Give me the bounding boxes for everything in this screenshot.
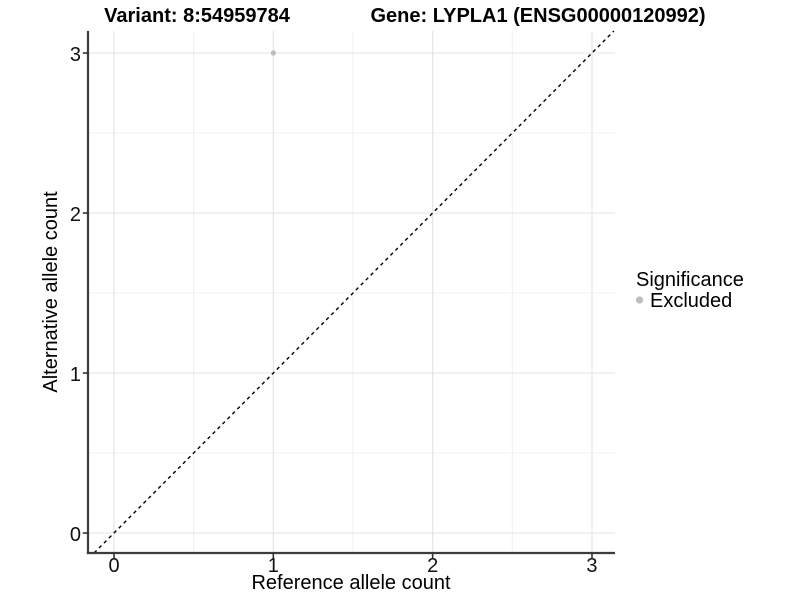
y-axis-title: Alternative allele count: [40, 191, 62, 393]
x-tick-label: 3: [586, 555, 597, 577]
y-tick-label: 1: [70, 364, 81, 386]
axis-lines: [86, 31, 615, 555]
data-point: [270, 50, 276, 56]
identity-reference-line: [93, 30, 615, 554]
gridlines-minor: [88, 31, 615, 553]
legend: Significance Excluded: [635, 269, 744, 312]
x-tick-label: 2: [427, 555, 438, 577]
x-axis-tick-labels: 0 1 2 3: [108, 555, 597, 577]
gene-title: Gene: LYPLA1 (ENSG00000120992): [371, 5, 706, 27]
x-tick-label: 1: [268, 555, 279, 577]
y-axis-tick-labels: 0 1 2 3: [70, 44, 81, 546]
y-tick-label: 0: [70, 524, 81, 546]
data-points: [270, 50, 276, 56]
y-tick-label: 3: [70, 44, 81, 66]
gridlines-major: [88, 31, 615, 553]
y-tick-label: 2: [70, 204, 81, 226]
identity-line: [93, 30, 615, 554]
x-tick-label: 0: [108, 555, 119, 577]
legend-title: Significance: [636, 269, 744, 291]
legend-key-dot-icon: [635, 296, 644, 304]
variant-title: Variant: 8:54959784: [104, 5, 291, 27]
axis-tick-marks: [82, 52, 593, 559]
legend-item-label: Excluded: [650, 290, 732, 312]
x-axis-title: Reference allele count: [251, 572, 450, 594]
